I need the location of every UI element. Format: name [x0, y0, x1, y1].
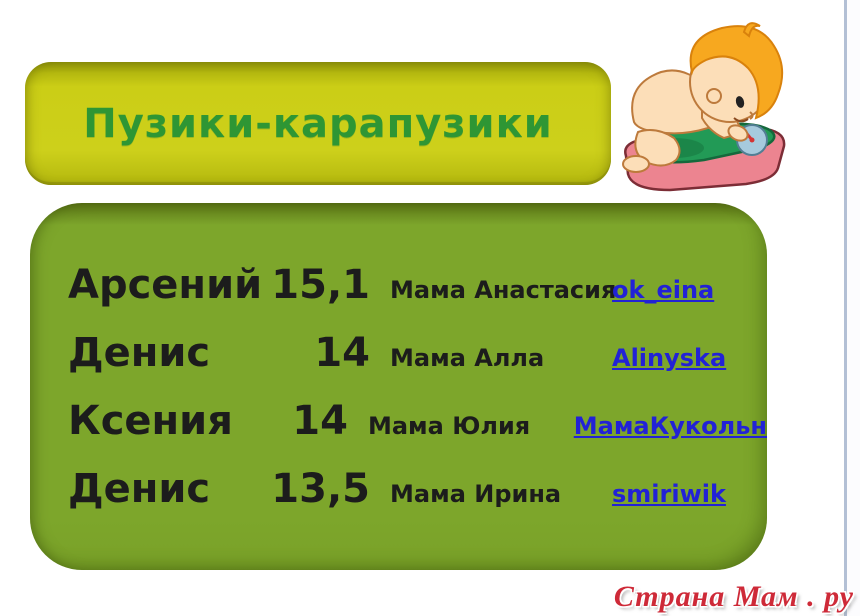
mother-name: Мама Ирина — [390, 480, 562, 508]
profile-link[interactable]: МамаКукольн — [573, 412, 767, 440]
table-row: Ксения 14 Мама Юлия МамаКукольн — [68, 381, 767, 449]
profile-link[interactable]: Alinyska — [612, 344, 727, 372]
child-weight: 13,5 — [271, 466, 370, 512]
profile-link[interactable]: smiriwik — [612, 480, 726, 508]
child-name: Арсений — [68, 262, 263, 308]
baby-hair — [689, 25, 784, 120]
baby-foot — [622, 155, 650, 173]
watermark: Страна Мам . ру — [613, 580, 854, 613]
title-banner: Пузики-карапузики — [25, 62, 611, 185]
baby-smile — [733, 117, 749, 123]
mother-name: Мама Алла — [390, 344, 545, 372]
child-weight: 14 — [314, 330, 370, 376]
child-name: Денис — [68, 330, 211, 376]
baby-ear — [706, 88, 722, 104]
hair-curl — [742, 22, 761, 38]
child-weight: 14 — [292, 398, 348, 444]
weights-rows: Арсений 15,1 Мама Анастасия ok_eina Дени… — [30, 203, 767, 517]
page-edge-strip — [847, 0, 860, 616]
baby-hand — [727, 124, 749, 142]
table-row: Денис 14 Мама Алла Alinyska — [68, 313, 767, 381]
child-weight: 15,1 — [271, 262, 370, 308]
table-row: Денис 13,5 Мама Ирина smiriwik — [68, 449, 767, 517]
table-row: Арсений 15,1 Мама Анастасия ok_eina — [68, 245, 767, 313]
page-title: Пузики-карапузики — [83, 100, 553, 147]
baby-eye — [735, 96, 745, 108]
mother-name: Мама Анастасия — [390, 276, 617, 304]
child-name: Денис — [68, 466, 211, 512]
frame-line — [844, 0, 847, 616]
baby-nose — [749, 111, 754, 120]
weights-board: Арсений 15,1 Мама Анастасия ok_eina Дени… — [30, 203, 767, 570]
mother-name: Мама Юлия — [367, 412, 531, 440]
child-name: Ксения — [68, 398, 233, 444]
profile-link[interactable]: ok_eina — [612, 276, 715, 304]
baby-on-scale-icon — [622, 22, 786, 192]
